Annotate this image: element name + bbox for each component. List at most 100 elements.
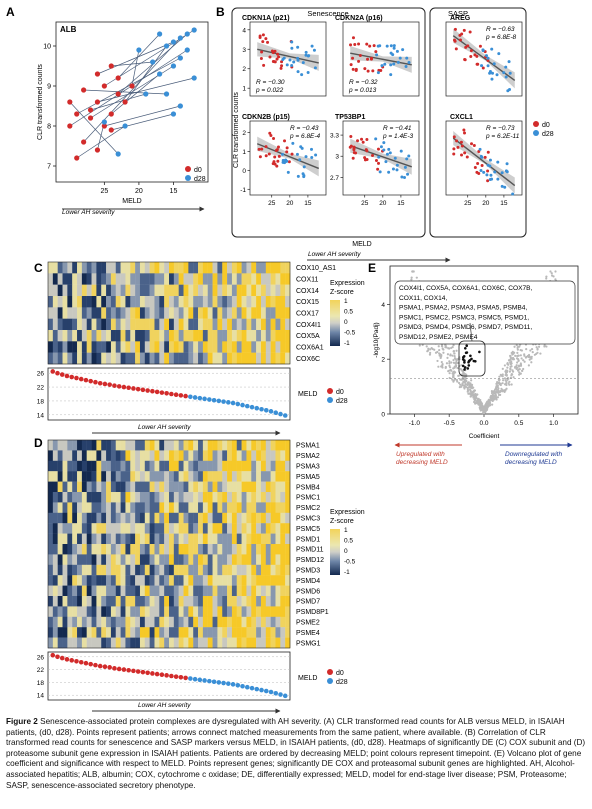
heat-cell xyxy=(135,450,141,461)
heat-cell xyxy=(285,637,291,649)
heat-cell xyxy=(212,471,218,482)
heat-cell xyxy=(159,352,165,365)
heat-cell xyxy=(280,523,286,534)
heat-cell xyxy=(227,523,233,534)
subplot-title: TP53BP1 xyxy=(335,114,365,121)
point-d0 xyxy=(261,33,265,37)
heat-cell xyxy=(285,440,291,451)
heat-cell xyxy=(81,273,87,285)
heat-cell xyxy=(280,512,286,524)
callout-line: COX11, COX14, xyxy=(399,295,447,302)
heat-cell xyxy=(101,262,107,274)
heat-cell xyxy=(251,627,257,638)
heat-cell xyxy=(193,544,199,555)
heat-cell xyxy=(135,296,141,308)
heat-cell xyxy=(193,262,199,274)
gene-point xyxy=(551,274,554,277)
point-d28 xyxy=(380,64,384,68)
heat-cell xyxy=(212,318,218,331)
heat-cell xyxy=(135,596,141,607)
heat-cell xyxy=(169,450,175,461)
heat-cell xyxy=(183,341,189,353)
heat-cell xyxy=(81,460,87,472)
x-tick-label: 1.0 xyxy=(549,420,558,427)
heat-cell xyxy=(202,627,208,638)
heat-cell xyxy=(149,296,155,308)
heat-cell xyxy=(67,533,73,545)
heat-cell xyxy=(106,318,112,331)
heat-cell xyxy=(227,585,233,597)
meld-point-d0 xyxy=(50,652,56,658)
point-d28 xyxy=(298,158,302,162)
x-tick-label: 20 xyxy=(135,188,143,195)
point-d28 xyxy=(291,141,295,145)
heat-cell xyxy=(270,596,276,607)
heat-cell xyxy=(130,637,136,649)
heat-cell xyxy=(173,564,179,576)
heat-cell xyxy=(270,273,276,285)
heat-cell xyxy=(86,307,92,319)
gene-point xyxy=(452,344,455,347)
heat-cell xyxy=(67,606,73,617)
point-d28 xyxy=(403,165,407,169)
point-d0 xyxy=(460,32,464,36)
heat-cell xyxy=(164,627,170,638)
heat-cell xyxy=(169,460,175,472)
heat-cell xyxy=(236,284,242,297)
heat-cell xyxy=(193,585,199,597)
heat-cell xyxy=(260,575,266,586)
heat-cell xyxy=(178,492,184,503)
heat-cell xyxy=(212,585,218,597)
heat-cell xyxy=(144,502,150,513)
heat-cell xyxy=(72,637,78,649)
heat-cell xyxy=(86,481,92,493)
point-d0 xyxy=(352,146,356,150)
heat-cell xyxy=(120,554,126,565)
heat-cell xyxy=(164,450,170,461)
heat-cell xyxy=(91,262,97,274)
heat-cell xyxy=(52,564,58,576)
heat-cell xyxy=(48,585,54,597)
heat-cell xyxy=(125,273,131,285)
heat-cell xyxy=(265,544,271,555)
heat-cell xyxy=(106,481,112,493)
heat-cell xyxy=(110,575,116,586)
heat-cell xyxy=(159,512,165,524)
heat-cell xyxy=(212,284,218,297)
heat-cell xyxy=(149,554,155,565)
heat-cell xyxy=(231,450,237,461)
heat-cell xyxy=(193,352,199,365)
heat-cell xyxy=(241,330,247,342)
point-d0 xyxy=(363,156,367,160)
heat-cell xyxy=(130,512,136,524)
heat-cell xyxy=(135,575,141,586)
heat-cell xyxy=(256,585,262,597)
heat-cell xyxy=(139,307,145,319)
heat-cell xyxy=(173,554,179,565)
heat-cell xyxy=(193,637,199,649)
heat-cell xyxy=(86,554,92,565)
gene-point xyxy=(516,366,519,369)
heat-cell xyxy=(212,273,218,285)
heat-cell xyxy=(183,352,189,365)
heat-cell xyxy=(265,554,271,565)
point-d0 xyxy=(129,83,135,89)
heat-cell xyxy=(173,544,179,555)
heat-cell xyxy=(154,296,160,308)
gene-label-psmd4: PSMD4 xyxy=(296,578,320,585)
gene-point xyxy=(469,395,472,398)
heat-cell xyxy=(260,596,266,607)
heat-cell xyxy=(198,596,204,607)
heat-cell xyxy=(48,318,54,331)
gene-point xyxy=(531,351,534,354)
heat-cell xyxy=(275,352,281,365)
heat-cell xyxy=(207,352,213,365)
heat-cell xyxy=(188,575,194,586)
heat-cell xyxy=(72,523,78,534)
highlighted-gene-point xyxy=(467,361,470,364)
gene-point xyxy=(464,377,467,380)
gene-point xyxy=(495,382,498,385)
heat-cell xyxy=(231,440,237,451)
heat-cell xyxy=(251,471,257,482)
